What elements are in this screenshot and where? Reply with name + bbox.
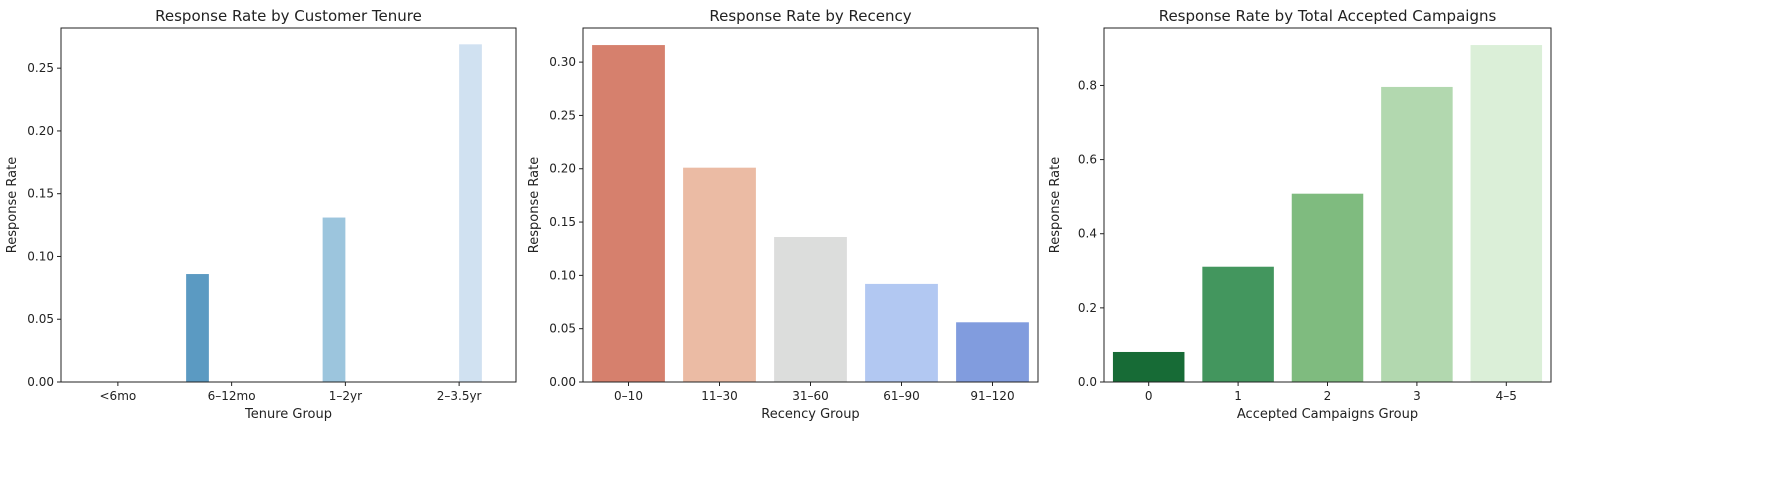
- y-axis-label: Response Rate: [527, 157, 542, 253]
- y-tick-label: 0.00: [27, 375, 54, 389]
- y-tick-label: 0.20: [27, 124, 54, 138]
- bar: [956, 322, 1029, 382]
- x-tick-label: 3: [1413, 389, 1421, 403]
- bar: [774, 236, 847, 382]
- x-axis-label: Accepted Campaigns Group: [1237, 407, 1418, 422]
- bar: [1381, 86, 1453, 382]
- chart-title: Response Rate by Customer Tenure: [155, 7, 422, 25]
- bar: [322, 217, 346, 382]
- y-tick-label: 0.8: [1078, 78, 1097, 92]
- y-tick-label: 0.2: [1078, 301, 1097, 315]
- x-tick-label: 0: [1145, 389, 1153, 403]
- bar: [1291, 193, 1364, 382]
- y-axis-label: Response Rate: [1048, 157, 1063, 253]
- bar: [683, 167, 756, 382]
- y-axis-label: Response Rate: [5, 157, 20, 253]
- bar: [1112, 351, 1185, 382]
- x-tick-label: <6mo: [100, 389, 137, 403]
- y-tick-label: 0.05: [27, 312, 54, 326]
- x-tick-label: 2–3.5yr: [437, 389, 482, 403]
- x-tick-label: 1: [1234, 389, 1242, 403]
- y-tick-label: 0.10: [27, 249, 54, 263]
- x-tick-label: 6–12mo: [208, 389, 256, 403]
- y-tick-label: 0.15: [549, 215, 576, 229]
- bar: [1202, 266, 1274, 382]
- bar: [459, 44, 482, 382]
- x-tick-label: 91–120: [970, 389, 1014, 403]
- bar: [1470, 45, 1543, 383]
- chart-panel-2: 0.00 0.05 0.10 0.15 0.20 0.25 0.30 0–10 11–30 31–…: [527, 7, 1039, 422]
- y-tick-label: 0.15: [27, 187, 54, 201]
- x-axis-label: Tenure Group: [244, 407, 332, 422]
- bar: [186, 274, 209, 382]
- y-tick-label: 0.10: [549, 268, 576, 282]
- chart-title: Response Rate by Total Accepted Campaign…: [1159, 7, 1497, 25]
- x-tick-label: 0–10: [614, 389, 643, 403]
- plot-frame: [60, 27, 517, 383]
- chart-title: Response Rate by Recency: [709, 7, 911, 25]
- y-tick-label: 0.25: [27, 61, 54, 75]
- x-tick-label: 4–5: [1496, 389, 1517, 403]
- y-tick-label: 0.20: [549, 162, 576, 176]
- x-tick-label: 1–2yr: [329, 389, 362, 403]
- y-tick-label: 0.6: [1078, 153, 1097, 167]
- x-tick-label: 61–90: [883, 389, 920, 403]
- chart-panel-1: 0.00 0.05 0.10 0.15 0.20 0.25 <6mo 6–12mo 1–2yr 2…: [5, 7, 517, 422]
- bar: [865, 283, 938, 382]
- chart-panel-3: 0.0 0.2 0.4 0.6 0.8 0 1 2 3 4–5 Response Rate by T…: [1048, 7, 1552, 422]
- y-tick-label: 0.0: [1078, 375, 1097, 389]
- bar: [592, 45, 665, 382]
- x-axis-label: Recency Group: [761, 407, 859, 422]
- x-tick-label: 11–30: [701, 389, 738, 403]
- y-tick-label: 0.30: [549, 55, 576, 69]
- y-tick-label: 0.4: [1078, 227, 1097, 241]
- y-tick-label: 0.00: [549, 375, 576, 389]
- y-tick-label: 0.25: [549, 108, 576, 122]
- y-tick-label: 0.05: [549, 322, 576, 336]
- x-tick-label: 31–60: [792, 389, 829, 403]
- x-tick-label: 2: [1324, 389, 1332, 403]
